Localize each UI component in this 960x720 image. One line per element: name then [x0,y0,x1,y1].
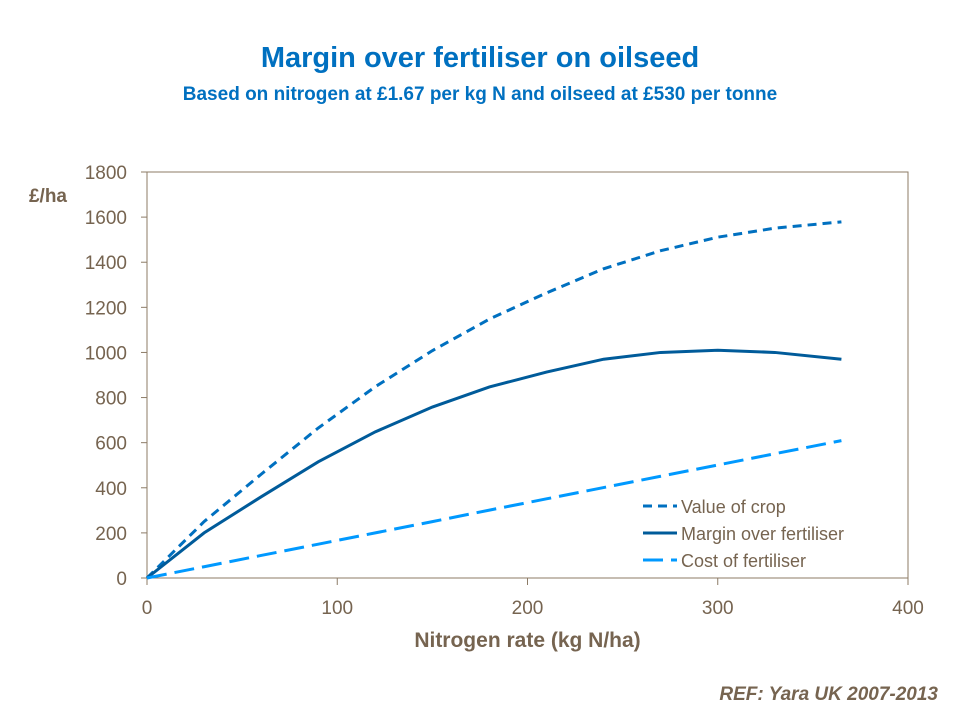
series-line [146,348,842,580]
x-tick-label: 100 [321,598,353,619]
x-tick-label: 300 [702,598,734,619]
y-tick-label: 1200 [85,298,127,319]
y-tick-label: 1000 [85,343,127,364]
x-tick-label: 0 [142,598,153,619]
x-tick-label: 400 [892,598,924,619]
chart-subtitle: Based on nitrogen at £1.67 per kg N and … [182,84,778,105]
legend-label: Value of crop [681,497,786,517]
y-tick-label: 1800 [85,163,127,184]
y-tick-label: 600 [95,434,127,455]
y-tick-label: 0 [116,569,127,590]
series-line [145,220,842,580]
legend-label: Margin over fertiliser [681,524,844,544]
x-tick-label: 200 [512,598,544,619]
series-line [146,439,842,580]
y-tick-label: 1400 [85,253,127,274]
y-tick-label: 200 [95,524,127,545]
chart-title: Margin over fertiliser on oilseed [260,42,700,74]
x-axis-label: Nitrogen rate (kg N/ha) [414,629,640,652]
y-tick-label: 400 [95,479,127,500]
y-axis-label: £/ha [29,186,67,207]
y-tick-label: 1600 [85,208,127,229]
reference-note: REF: Yara UK 2007-2013 [719,684,938,705]
plot-area [146,171,909,579]
legend-label: Cost of fertiliser [681,551,806,571]
y-tick-label: 800 [95,389,127,410]
